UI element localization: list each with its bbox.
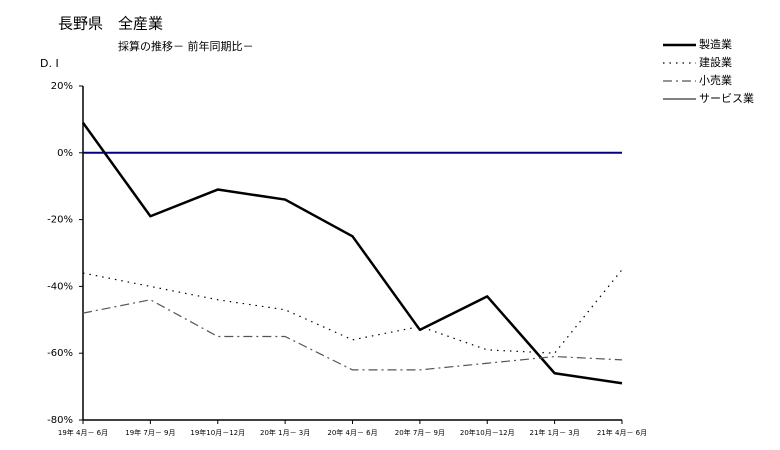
x-tick-label: 19年10月－12月: [190, 428, 245, 437]
y-tick-label: -60%: [47, 348, 73, 359]
chart-subtitle: 採算の推移－ 前年同期比－: [118, 39, 254, 53]
x-tick-label: 21年 1月－ 3月: [529, 428, 579, 437]
y-tick-label: 0%: [57, 148, 73, 159]
series-line: [82, 299, 623, 371]
x-tick-label: 20年 1月－ 3月: [260, 428, 310, 437]
y-tick-label: -80%: [47, 415, 73, 426]
y-axis-label: D. I: [40, 57, 59, 70]
x-tick-label: 19年 4月－ 6月: [58, 428, 108, 437]
x-tick-label: 20年10月－12月: [460, 428, 515, 437]
y-tick-label: 20%: [51, 81, 73, 92]
series-line: [81, 122, 623, 385]
legend-label: 建設業: [699, 55, 732, 69]
legend-label: 小売業: [699, 74, 732, 87]
y-tick-label: -40%: [47, 281, 73, 292]
legend-label: サービス業: [699, 92, 754, 105]
x-tick-label: 20年 7月－ 9月: [395, 428, 445, 437]
x-tick-label: 20年 4月－ 6月: [327, 428, 377, 437]
x-tick-label: 19年 7月－ 9月: [125, 428, 175, 437]
series-line: [82, 269, 623, 354]
y-tick-label: -20%: [47, 215, 73, 226]
chart-title: 長野県 全産業: [58, 15, 163, 33]
x-tick-label: 21年 4月－ 6月: [597, 428, 647, 437]
legend-label: 製造業: [699, 37, 732, 51]
